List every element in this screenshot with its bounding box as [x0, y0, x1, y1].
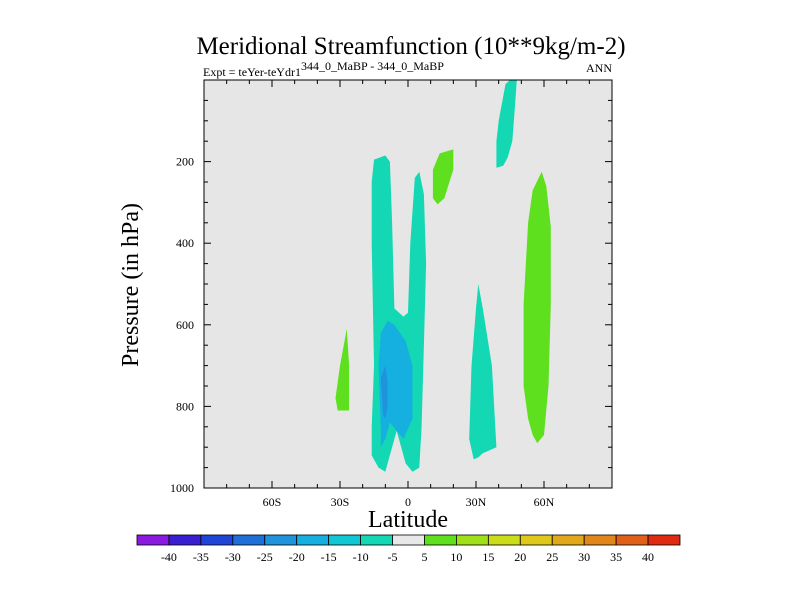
colorbar-swatch: [200, 534, 234, 546]
colorbar-swatch: [583, 534, 617, 546]
colorbar-label: 30: [578, 550, 590, 564]
contour-region-8: [523, 171, 551, 444]
subtitle-right: ANN: [586, 61, 612, 75]
x-axis-label: Latitude: [368, 507, 448, 533]
y-tick-label: 200: [176, 155, 194, 169]
contour-region-6: [469, 284, 497, 460]
contour-region-3: [378, 320, 413, 448]
subtitle-left-prefix: Expt = teYer-teYdr1: [203, 65, 301, 79]
colorbar-swatch: [136, 534, 170, 546]
contour-region-1: [335, 328, 350, 411]
chart-title: Meridional Streamfunction (10**9kg/m-2): [196, 33, 625, 60]
colorbar-label: 25: [546, 550, 558, 564]
colorbar-swatch: [424, 534, 457, 546]
colorbar-swatch: [264, 534, 298, 546]
x-tick-label: 0: [405, 495, 411, 509]
colorbar-swatch: [647, 534, 681, 546]
contour-region-4: [380, 365, 388, 419]
colorbar-label: 35: [610, 550, 622, 564]
colorbar-label: 10: [450, 550, 462, 564]
colorbar-label: -25: [257, 550, 273, 564]
colorbar-label: -20: [289, 550, 305, 564]
x-tick-label: 60N: [534, 495, 555, 509]
x-tick-label: 30N: [466, 495, 487, 509]
colorbar-swatch: [615, 534, 649, 546]
x-tick-label: 30S: [331, 495, 350, 509]
y-tick-label: 600: [176, 318, 194, 332]
colorbar-swatch: [487, 534, 521, 546]
y-tick-label: 400: [176, 236, 194, 250]
colorbar: -40 -35 -30 -25 -20 -15 -10 -5 5 10 15 20 25 30 35 40: [136, 534, 681, 564]
colorbar-label: 5: [421, 550, 427, 564]
subtitle-left-superscript: 344_0_MaBP - 344_0_MaBP: [301, 59, 444, 73]
y-tick-label: 1000: [170, 481, 194, 495]
contour-region-7: [496, 80, 517, 168]
subtitle-left: Expt = teYer-teYdr1344_0_MaBP - 344_0_Ma…: [203, 59, 444, 79]
colorbar-swatch: [360, 534, 393, 546]
axis-ticks: 60S 30S 0 30N 60N 200 400 600 800 1000: [170, 80, 612, 509]
colorbar-swatch: [296, 534, 330, 546]
colorbar-label: 20: [514, 550, 526, 564]
colorbar-swatch: [232, 534, 266, 546]
colorbar-label: -35: [193, 550, 209, 564]
colorbar-label: -40: [161, 550, 177, 564]
colorbar-label: -5: [388, 550, 398, 564]
colorbar-swatch: [168, 534, 202, 546]
colorbar-swatch: [519, 534, 553, 546]
colorbar-swatch: [328, 534, 361, 546]
x-tick-label: 60S: [263, 495, 282, 509]
colorbar-swatch: [551, 534, 585, 546]
y-axis-label: Pressure (in hPa): [118, 203, 144, 367]
colorbar-label: 15: [482, 550, 494, 564]
colorbar-swatch: [392, 534, 425, 546]
colorbar-label: -30: [225, 550, 241, 564]
contour-regions: [335, 80, 551, 472]
contour-region-5: [432, 149, 454, 205]
colorbar-label: 40: [642, 550, 654, 564]
colorbar-label: -15: [321, 550, 337, 564]
y-tick-label: 800: [176, 399, 194, 413]
colorbar-swatch: [456, 534, 489, 546]
colorbar-label: -10: [353, 550, 369, 564]
